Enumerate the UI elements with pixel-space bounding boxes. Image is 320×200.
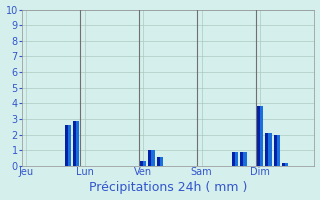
Bar — [274, 135, 280, 166]
Bar — [240, 152, 244, 166]
Bar — [274, 135, 277, 166]
Bar — [73, 121, 76, 166]
Bar — [157, 157, 163, 166]
Bar — [257, 106, 263, 166]
Bar — [282, 163, 288, 166]
Bar — [232, 152, 238, 166]
Bar — [157, 157, 160, 166]
Bar — [240, 152, 246, 166]
Bar — [148, 150, 155, 166]
Bar — [65, 125, 71, 166]
Bar — [282, 163, 285, 166]
Bar — [140, 161, 146, 166]
Bar — [148, 150, 151, 166]
Bar — [65, 125, 68, 166]
X-axis label: Précipitations 24h ( mm ): Précipitations 24h ( mm ) — [89, 181, 247, 194]
Bar — [265, 133, 268, 166]
Bar — [257, 106, 260, 166]
Bar — [73, 121, 79, 166]
Bar — [140, 161, 143, 166]
Bar — [265, 133, 272, 166]
Bar — [232, 152, 235, 166]
